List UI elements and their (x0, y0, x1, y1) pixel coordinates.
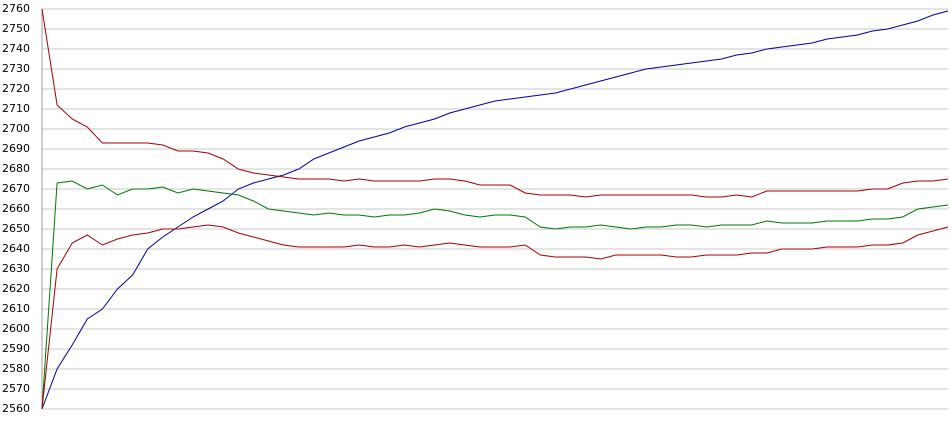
y-tick-label: 2730 (2, 62, 30, 75)
y-tick-label: 2750 (2, 22, 30, 35)
y-tick-label: 2560 (2, 402, 30, 415)
y-tick-label: 2640 (2, 242, 30, 255)
series-line (41, 224, 949, 410)
y-tick-label: 2680 (2, 162, 30, 175)
y-tick-label: 2600 (2, 322, 30, 335)
y-tick-label: 2580 (2, 362, 30, 375)
series-line (41, 10, 949, 410)
y-tick-label: 2710 (2, 102, 30, 115)
y-tick-label: 2590 (2, 342, 30, 355)
y-tick-label: 2650 (2, 222, 30, 235)
y-tick-label: 2720 (2, 82, 30, 95)
y-tick-label: 2700 (2, 122, 30, 135)
y-tick-label: 2760 (2, 2, 30, 15)
y-tick-label: 2630 (2, 262, 30, 275)
y-tick-label: 2570 (2, 382, 30, 395)
y-tick-label: 2660 (2, 202, 30, 215)
y-tick-label: 2620 (2, 282, 30, 295)
y-tick-label: 2690 (2, 142, 30, 155)
y-tick-label: 2740 (2, 42, 30, 55)
series-line (41, 8, 949, 198)
series-line (41, 180, 949, 410)
y-tick-label: 2670 (2, 182, 30, 195)
y-tick-label: 2610 (2, 302, 30, 315)
